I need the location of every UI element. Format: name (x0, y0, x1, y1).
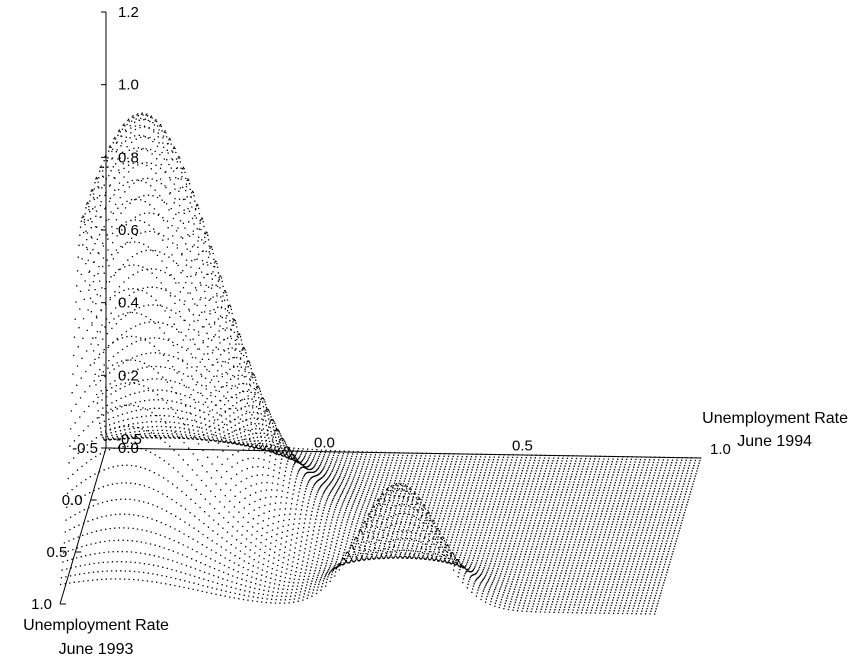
y-axis-title-line1: Unemployment Rate (702, 410, 848, 427)
y-axis-ticks: -0.5 0.0 0.5 1.0 (116, 431, 731, 458)
z-tick-label: 1.2 (118, 4, 139, 21)
x-tick-label: 1.0 (31, 596, 52, 613)
z-tick-label: 0.2 (118, 367, 139, 384)
x-tick-label: 0.5 (46, 544, 67, 561)
x-axis-title-line1: Unemployment Rate (23, 617, 169, 634)
surface-grid-dots (60, 112, 702, 615)
x-tick-label: 0.0 (62, 492, 83, 509)
z-tick-label: 0.6 (118, 222, 139, 239)
z-tick-label: 0.0 (118, 440, 139, 457)
chart-axes (59, 12, 701, 605)
y-axis-line (105, 447, 701, 459)
y-tick-label: 0.5 (512, 438, 533, 455)
x-axis-line (59, 447, 107, 605)
y-axis-title-line2: June 1994 (737, 433, 812, 450)
y-tick-label: 0.0 (314, 434, 335, 451)
z-tick-label: 0.8 (118, 149, 139, 166)
x-axis-ticks: -0.5 0.0 0.5 1.0 (31, 440, 112, 613)
y-tick-label: 1.0 (710, 441, 731, 458)
x-axis-title-line2: June 1993 (59, 641, 134, 658)
z-tick-label: 0.4 (118, 295, 139, 312)
z-tick-label: 1.0 (118, 77, 139, 94)
x-tick-label: -0.5 (72, 440, 98, 457)
y-tick-label: -0.5 (116, 431, 142, 448)
z-axis-ticks: 0.0 0.2 0.4 0.6 0.8 1.0 1.2 (101, 4, 139, 457)
surface-dots (60, 112, 702, 615)
